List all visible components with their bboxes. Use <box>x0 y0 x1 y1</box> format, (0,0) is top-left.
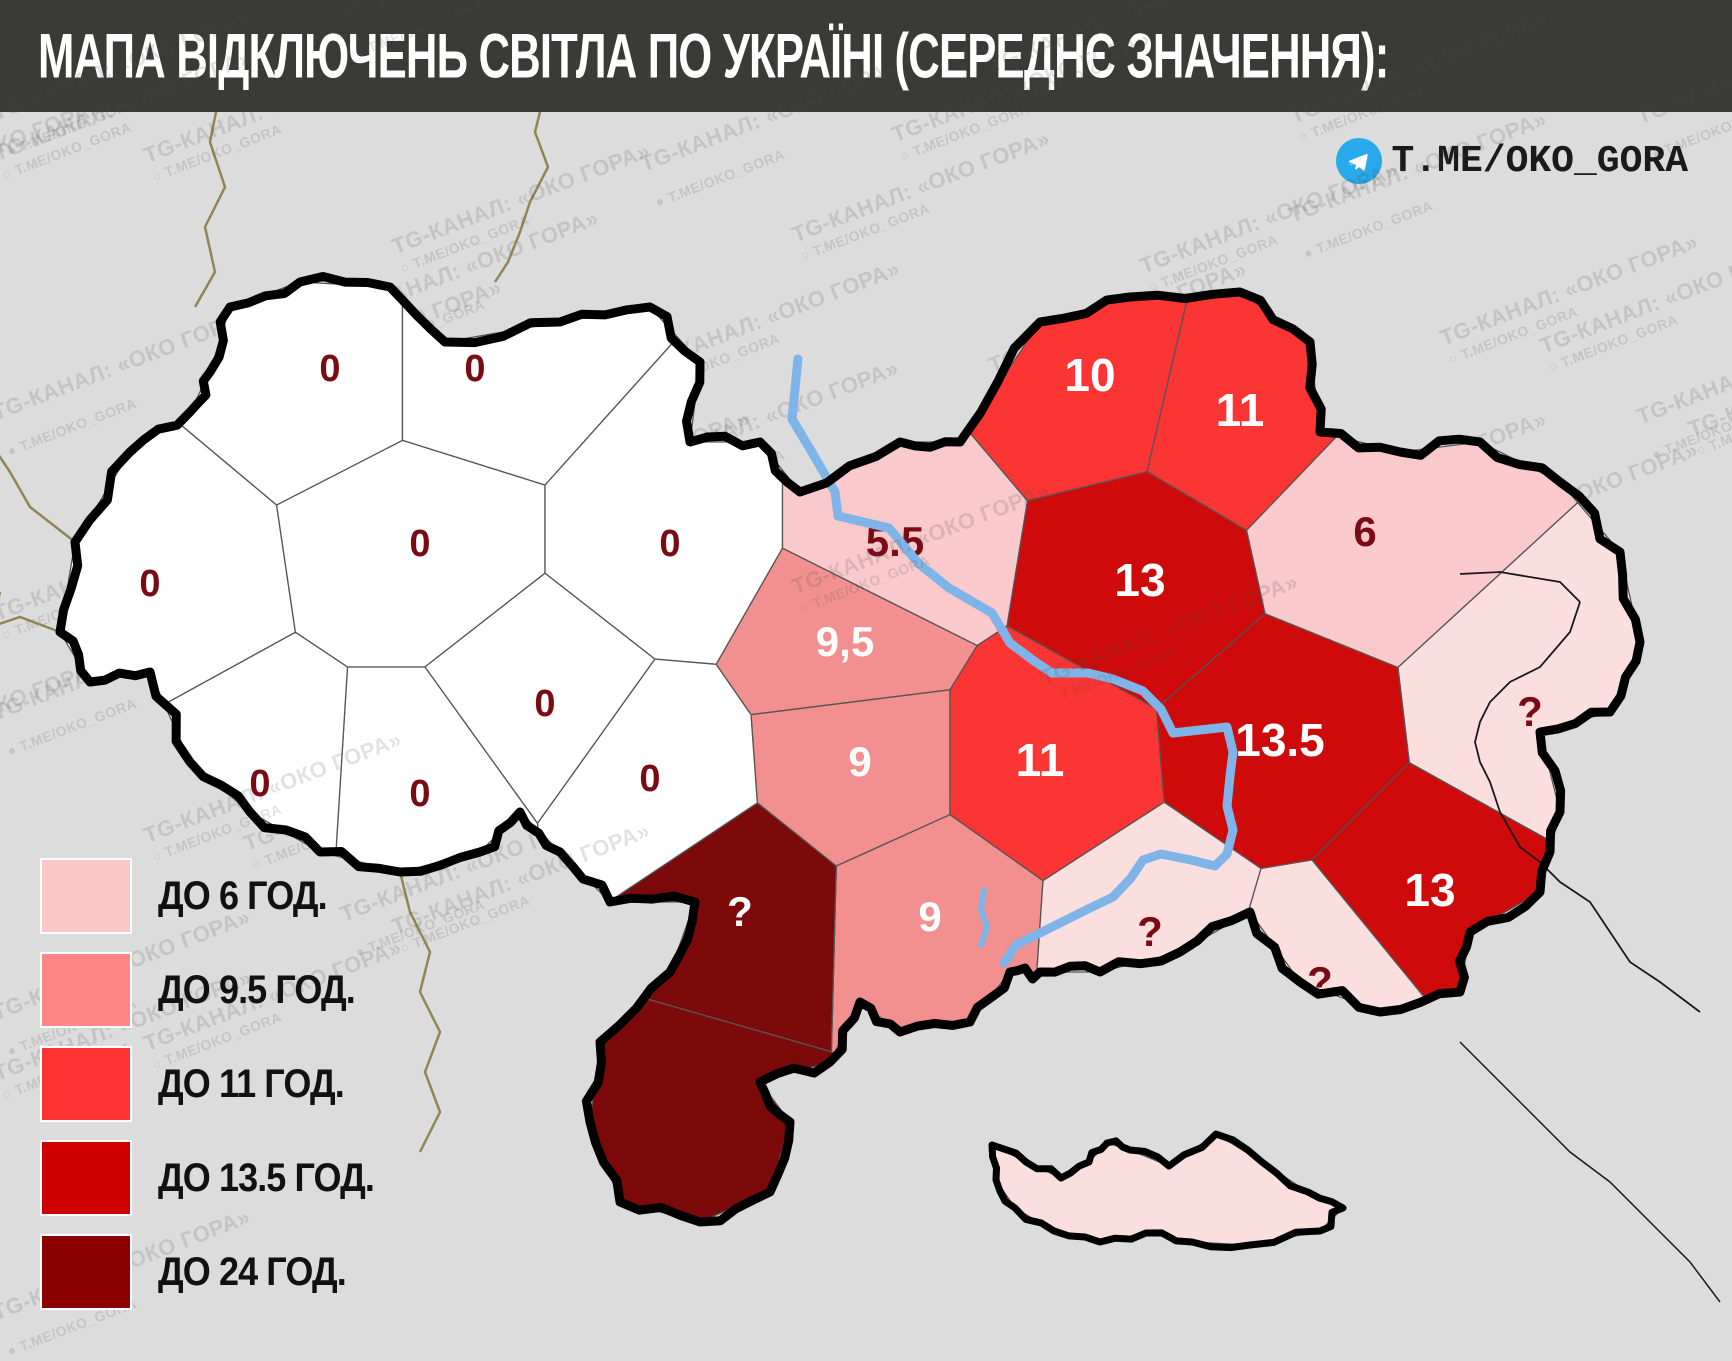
svg-text:0: 0 <box>139 563 160 605</box>
svg-text:0: 0 <box>409 773 430 815</box>
svg-text:9,5: 9,5 <box>816 618 874 665</box>
svg-text:0: 0 <box>319 348 340 390</box>
svg-text:9: 9 <box>848 738 871 785</box>
svg-text:0: 0 <box>464 348 485 390</box>
svg-text:0: 0 <box>534 683 555 725</box>
svg-text:0: 0 <box>659 523 680 565</box>
svg-text:6: 6 <box>1353 508 1376 555</box>
svg-text:?: ? <box>1137 908 1163 955</box>
svg-text:13: 13 <box>1114 554 1165 606</box>
svg-text:?: ? <box>727 888 753 935</box>
svg-text:13.5: 13.5 <box>1235 714 1325 766</box>
svg-text:0: 0 <box>639 758 660 800</box>
svg-text:10: 10 <box>1064 349 1115 401</box>
svg-text:0: 0 <box>409 523 430 565</box>
svg-text:13: 13 <box>1404 864 1455 916</box>
svg-text:9: 9 <box>918 893 941 940</box>
svg-text:11: 11 <box>1216 384 1265 436</box>
svg-text:0: 0 <box>249 763 270 805</box>
svg-text:11: 11 <box>1016 734 1065 786</box>
